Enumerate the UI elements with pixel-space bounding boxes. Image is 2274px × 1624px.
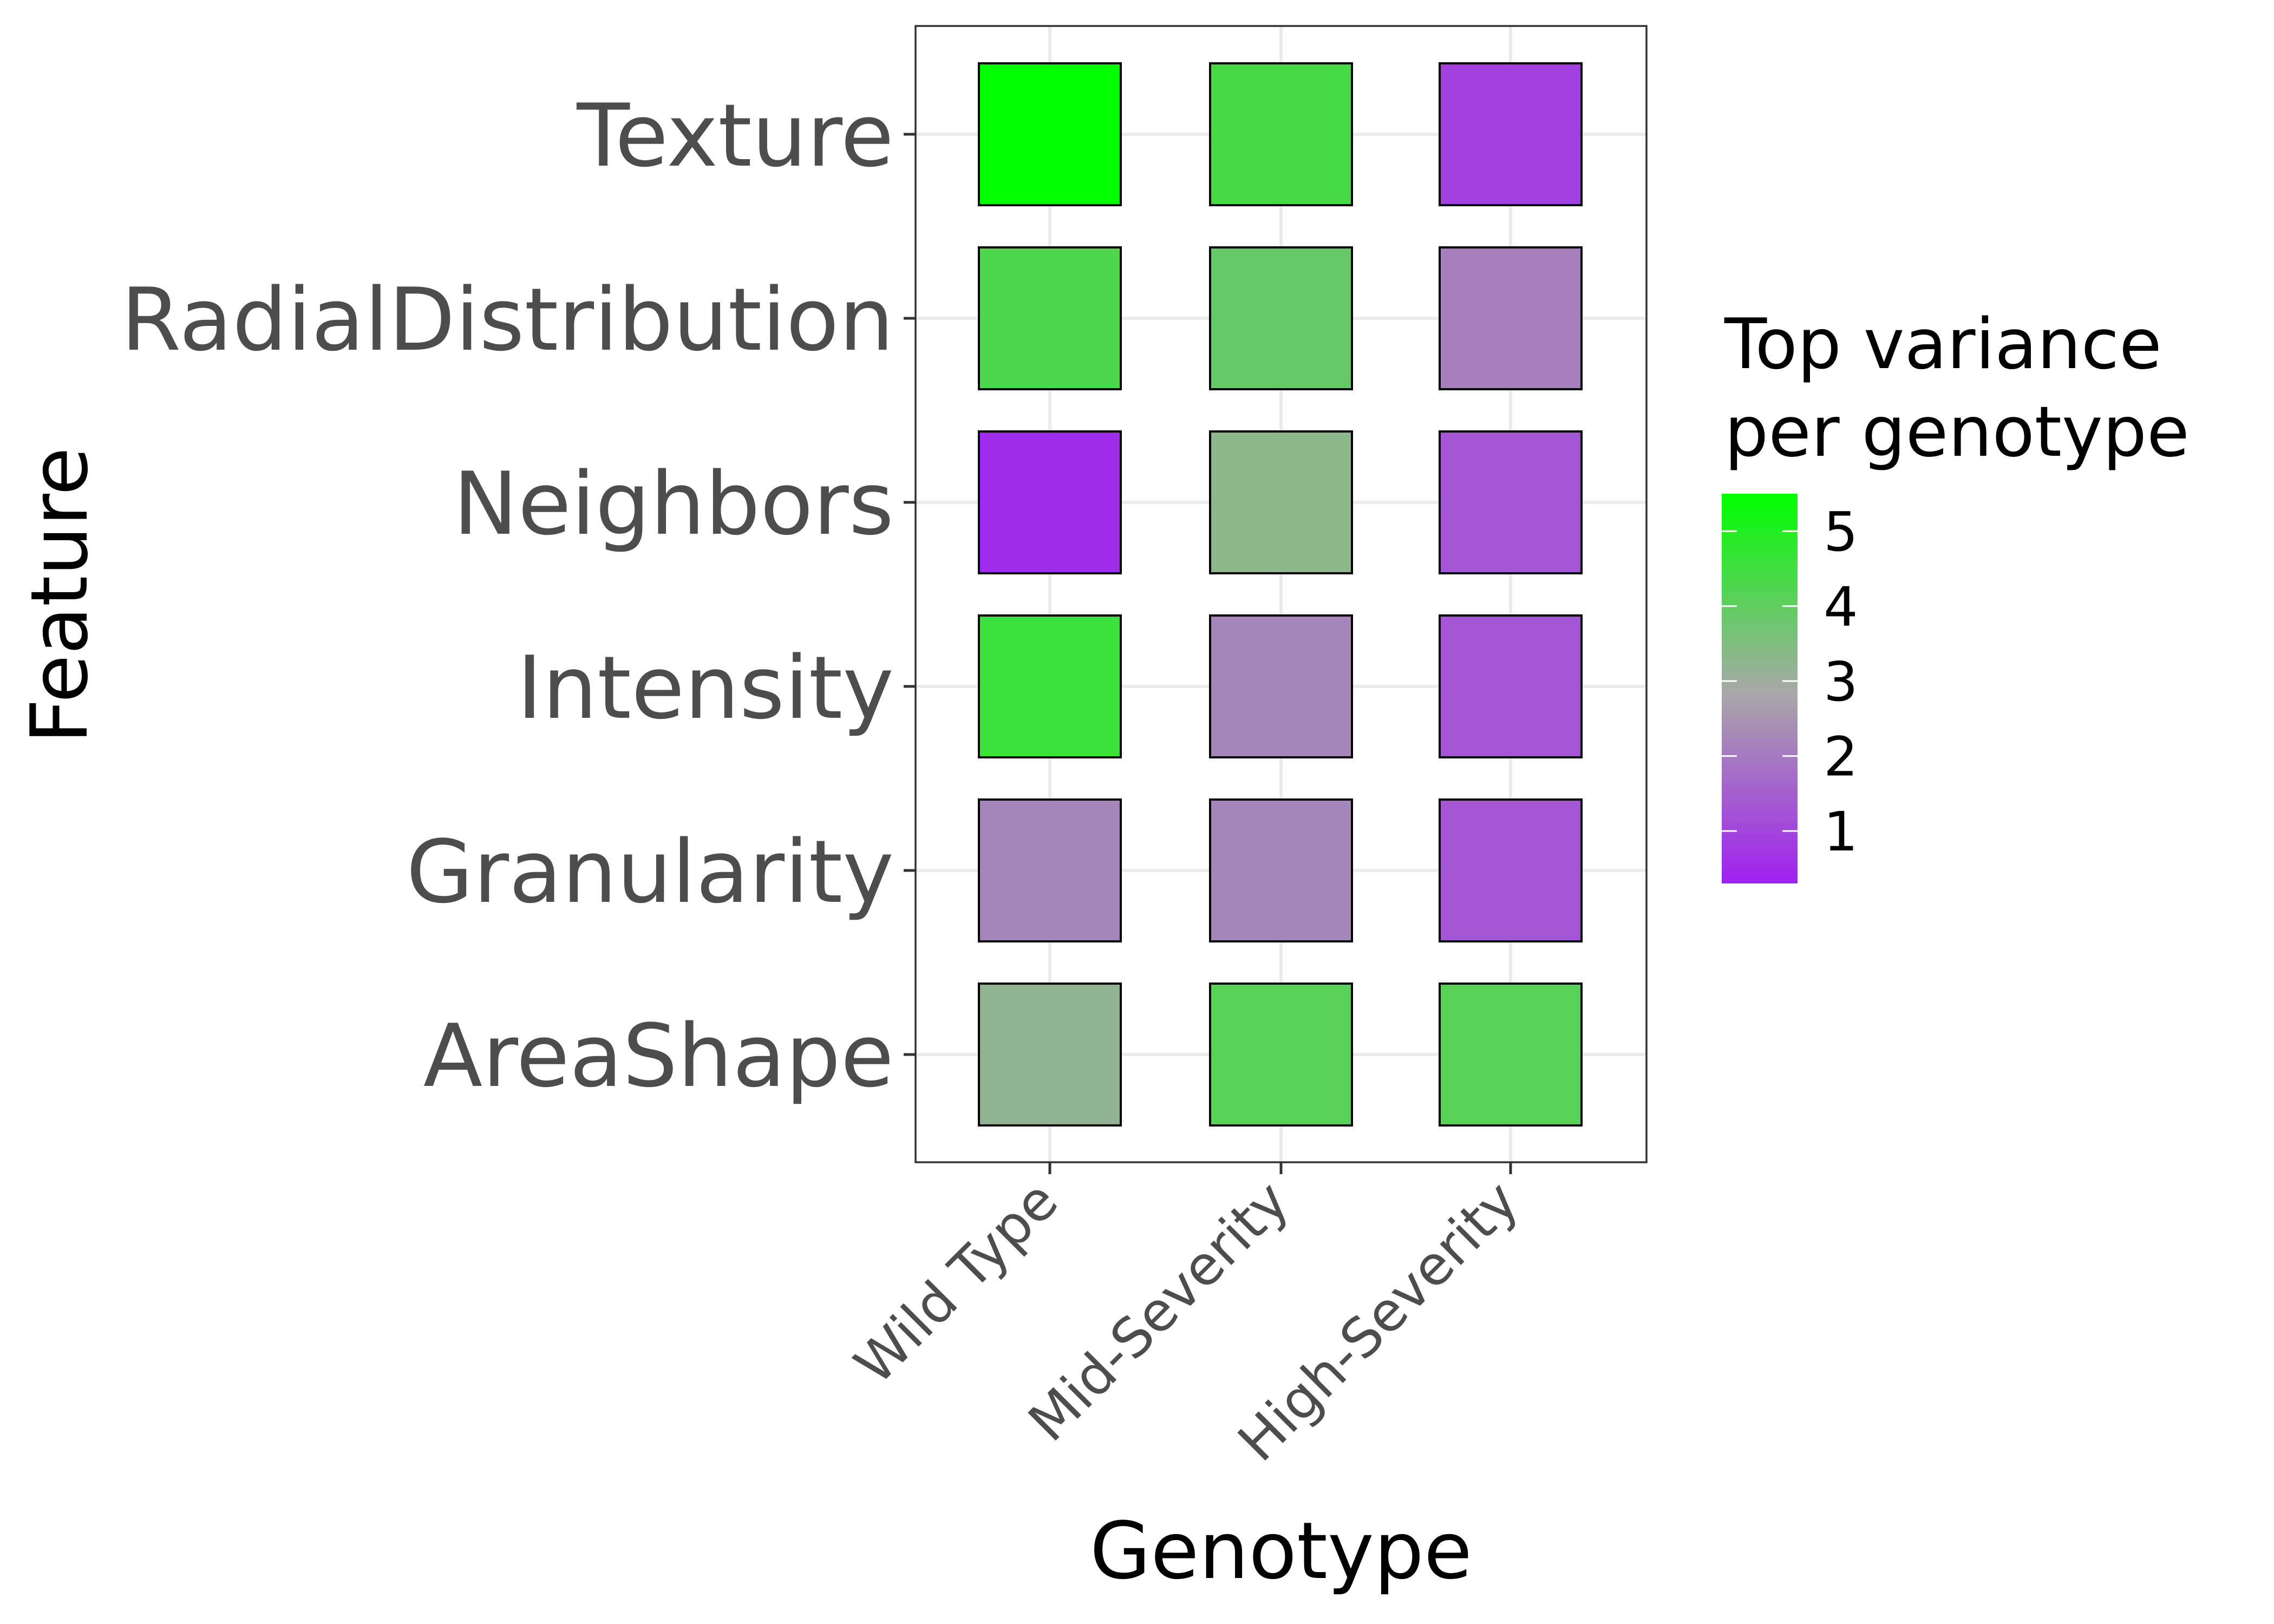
heatmap-tiles	[978, 62, 1583, 1127]
tile-areashape-mid-severity	[1209, 983, 1353, 1127]
tile-neighbors-high-severity	[1439, 430, 1583, 574]
tile-neighbors-wild-type	[978, 430, 1122, 574]
tile-texture-high-severity	[1439, 62, 1583, 206]
tile-neighbors-mid-severity	[1209, 430, 1353, 574]
tile-granularity-mid-severity	[1209, 798, 1353, 942]
legend-title-line-1: Top variance	[1724, 304, 2162, 385]
legend-tick-label: 2	[1824, 725, 1858, 789]
tile-radialdistribution-high-severity	[1439, 246, 1583, 390]
tile-areashape-high-severity	[1439, 983, 1583, 1127]
y-tick-label: Granularity	[406, 821, 894, 922]
y-tick-label: RadialDistribution	[121, 269, 894, 370]
tile-radialdistribution-mid-severity	[1209, 246, 1353, 390]
tile-radialdistribution-wild-type	[978, 246, 1122, 390]
tile-intensity-high-severity	[1439, 614, 1583, 758]
y-tick-label: Texture	[576, 85, 894, 186]
x-axis-title: Genotype	[1090, 1505, 1472, 1597]
y-tick-label: Intensity	[517, 637, 894, 738]
tile-texture-wild-type	[978, 62, 1122, 206]
tile-intensity-wild-type	[978, 614, 1122, 758]
y-tick-label: Neighbors	[453, 453, 894, 554]
y-axis: AreaShape Granularity Intensity Neighbors Ra…	[121, 85, 916, 1106]
legend-tick-label: 1	[1824, 800, 1858, 863]
color-legend: Top variance per genotype 1 2 3 4 5	[1722, 304, 2190, 883]
tile-intensity-mid-severity	[1209, 614, 1353, 758]
legend-ticks: 1 2 3 4 5	[1722, 500, 1858, 863]
tile-granularity-wild-type	[978, 798, 1122, 942]
legend-title-line-2: per genotype	[1724, 392, 2190, 473]
legend-tick-label: 3	[1824, 650, 1858, 713]
y-axis-title: Feature	[14, 447, 106, 744]
legend-tick-label: 4	[1824, 575, 1858, 639]
tile-areashape-wild-type	[978, 983, 1122, 1127]
legend-tick-label: 5	[1824, 500, 1858, 564]
y-tick-label: AreaShape	[423, 1005, 894, 1106]
tile-texture-mid-severity	[1209, 62, 1353, 206]
tile-granularity-high-severity	[1439, 798, 1583, 942]
legend-colorbar	[1722, 494, 1798, 883]
